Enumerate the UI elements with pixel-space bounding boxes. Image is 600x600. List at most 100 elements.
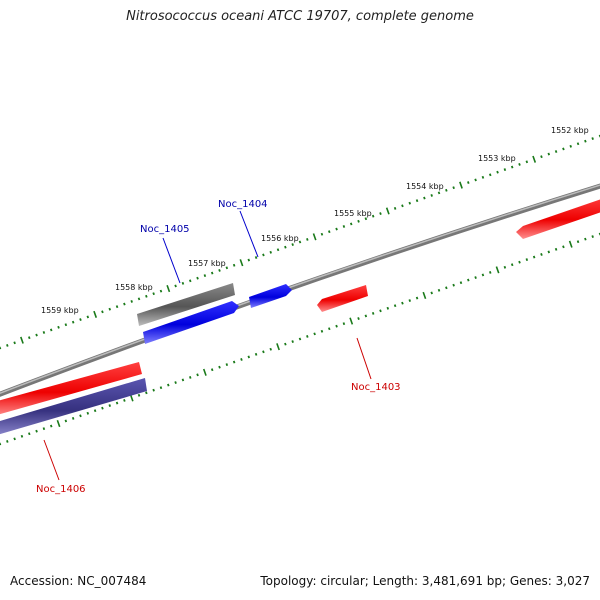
inner-ruler-minor-tick	[386, 306, 390, 310]
gene-arrow-noc-1406[interactable]	[0, 362, 142, 417]
inner-ruler-minor-tick	[364, 314, 368, 318]
inner-ruler-minor-tick	[123, 399, 126, 402]
inner-ruler-minor-tick	[503, 265, 507, 269]
outer-ruler-minor-tick	[6, 343, 9, 347]
outer-ruler-minor-tick	[57, 325, 60, 329]
inner-ruler-minor-tick	[488, 270, 492, 274]
inner-ruler-minor-tick	[452, 283, 455, 287]
inner-ruler-minor-tick	[591, 235, 594, 238]
outer-ruler-minor-tick	[262, 253, 265, 257]
accession-text: Accession: NC_007484	[10, 574, 147, 588]
inner-ruler-minor-tick	[291, 340, 294, 343]
inner-ruler-minor-tick	[188, 375, 192, 379]
callout-line-noc-1406	[43, 439, 60, 481]
inner-ruler-minor-tick	[64, 419, 68, 423]
inner-ruler-major-tick	[422, 291, 427, 300]
outer-ruler-minor-tick	[42, 331, 46, 334]
inner-ruler-minor-tick	[540, 253, 543, 256]
outer-ruler-major-tick	[385, 207, 390, 215]
outer-ruler-minor-tick	[232, 263, 236, 267]
inner-ruler-minor-tick	[284, 342, 287, 346]
outer-ruler-major-tick	[20, 336, 24, 344]
outer-ruler-minor-tick	[335, 227, 338, 231]
gene-arrow-red-right[interactable]	[516, 196, 600, 239]
tick-label-1552: 1552 kbp	[551, 126, 589, 135]
inner-ruler-minor-tick	[28, 432, 31, 436]
inner-ruler-minor-tick	[467, 278, 470, 282]
outer-ruler-minor-tick	[196, 276, 199, 280]
outer-ruler-minor-tick	[35, 333, 38, 337]
outer-ruler-major-tick	[239, 259, 244, 267]
inner-ruler-minor-tick	[247, 355, 251, 359]
tick-label-1554: 1554 kbp	[406, 182, 444, 191]
inner-ruler-minor-tick	[328, 327, 331, 331]
outer-ruler-minor-tick	[210, 271, 214, 275]
inner-ruler-minor-tick	[437, 288, 441, 292]
outer-ruler-minor-tick	[503, 168, 507, 172]
callout-line-noc-1405	[162, 237, 181, 284]
inner-ruler-minor-tick	[240, 358, 243, 361]
inner-ruler-minor-tick	[6, 440, 9, 443]
tick-label-1556: 1556 kbp	[261, 234, 299, 243]
inner-ruler-minor-tick	[445, 286, 448, 290]
gene-arrow-noc-1404[interactable]	[249, 284, 292, 308]
outer-ruler-minor-tick	[379, 212, 382, 215]
gene-label-noc-1405[interactable]: Noc_1405	[140, 224, 190, 235]
outer-ruler-minor-tick	[13, 341, 16, 345]
inner-ruler-minor-tick	[254, 352, 258, 356]
outer-ruler-minor-tick	[254, 256, 258, 259]
gene-label-noc-1406[interactable]: Noc_1406	[36, 484, 86, 495]
gene-arrow-noc-1403[interactable]	[317, 285, 368, 312]
inner-ruler-minor-tick	[42, 427, 46, 431]
outer-ruler-minor-tick	[430, 194, 433, 197]
gene-arrow-purple[interactable]	[0, 378, 147, 437]
outer-tick-ruler	[0, 134, 600, 350]
gene-arrow-noc-1405[interactable]	[143, 301, 239, 344]
inner-ruler-minor-tick	[525, 258, 529, 262]
outer-ruler-minor-tick	[218, 269, 221, 272]
inner-ruler-minor-tick	[401, 301, 404, 305]
outer-ruler-minor-tick	[525, 160, 529, 164]
inner-ruler-minor-tick	[93, 409, 97, 413]
outer-ruler-minor-tick	[71, 320, 75, 324]
gene-arrow-grey[interactable]	[137, 283, 235, 326]
gene-label-noc-1403[interactable]: Noc_1403	[351, 382, 401, 393]
inner-ruler-minor-tick	[181, 378, 185, 382]
outer-ruler-minor-tick	[86, 315, 90, 319]
outer-ruler-minor-tick	[320, 232, 324, 236]
outer-ruler-minor-tick	[488, 173, 492, 177]
outer-ruler-minor-tick	[393, 206, 397, 210]
outer-ruler-minor-tick	[123, 302, 126, 306]
inner-ruler-minor-tick	[576, 240, 580, 244]
inner-ruler-minor-tick	[108, 404, 112, 408]
inner-ruler-minor-tick	[86, 411, 90, 415]
outer-ruler-major-tick	[93, 310, 98, 318]
outer-ruler-minor-tick	[298, 240, 302, 244]
genome-backbone	[0, 183, 600, 397]
inner-ruler-major-tick	[568, 240, 573, 248]
inner-ruler-minor-tick	[474, 276, 477, 279]
outer-ruler-minor-tick	[357, 219, 360, 223]
callout-line-noc-1403	[356, 337, 372, 380]
outer-ruler-minor-tick	[562, 147, 565, 151]
tick-label-1553: 1553 kbp	[478, 154, 516, 163]
outer-ruler-minor-tick	[415, 199, 419, 203]
outer-ruler-minor-tick	[445, 188, 448, 192]
inner-ruler-minor-tick	[145, 391, 148, 395]
outer-ruler-major-tick	[312, 233, 317, 241]
outer-ruler-minor-tick	[152, 292, 155, 296]
inner-ruler-minor-tick	[306, 335, 309, 338]
outer-ruler-minor-tick	[364, 217, 368, 221]
outer-ruler-minor-tick	[64, 323, 68, 327]
outer-ruler-minor-tick	[481, 175, 485, 179]
inner-ruler-minor-tick	[335, 324, 338, 328]
inner-ruler-minor-tick	[210, 368, 214, 372]
outer-ruler-minor-tick	[130, 300, 133, 303]
outer-ruler-major-tick	[459, 181, 463, 189]
inner-ruler-major-tick	[202, 368, 207, 376]
outer-ruler-minor-tick	[181, 281, 185, 285]
outer-ruler-minor-tick	[349, 222, 353, 226]
inner-ruler-minor-tick	[371, 311, 375, 315]
inner-ruler-minor-tick	[547, 250, 551, 254]
gene-label-noc-1404[interactable]: Noc_1404	[218, 199, 268, 210]
